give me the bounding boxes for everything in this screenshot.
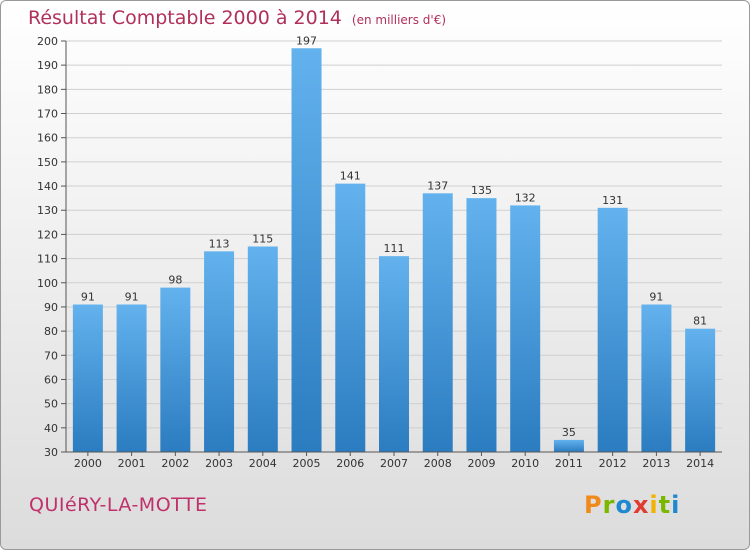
x-tick-label: 2002 [161, 457, 189, 470]
y-tick-label: 150 [37, 156, 58, 169]
bar [685, 328, 716, 452]
bar-value-label: 91 [81, 291, 95, 304]
x-tick-label: 2013 [642, 457, 670, 470]
x-tick-label: 2000 [74, 457, 102, 470]
bar-value-label: 91 [125, 291, 139, 304]
bar [160, 287, 191, 452]
bar-value-label: 135 [471, 184, 492, 197]
bar [466, 198, 497, 452]
bar [72, 304, 103, 452]
y-tick-label: 170 [37, 108, 58, 121]
bar-value-label: 137 [427, 179, 448, 192]
x-tick-label: 2006 [336, 457, 364, 470]
bar [641, 304, 672, 452]
x-tick-label: 2014 [686, 457, 714, 470]
bar [291, 48, 322, 453]
x-tick-label: 2010 [511, 457, 539, 470]
bar [553, 439, 584, 452]
bar-value-label: 141 [340, 170, 361, 183]
y-tick-label: 110 [37, 253, 58, 266]
y-tick-label: 120 [37, 228, 58, 241]
x-tick-label: 2003 [205, 457, 233, 470]
bar [335, 183, 366, 452]
bar-value-label: 91 [649, 291, 663, 304]
x-tick-label: 2007 [380, 457, 408, 470]
y-tick-label: 130 [37, 204, 58, 217]
y-tick-label: 70 [44, 349, 58, 362]
bar-value-label: 113 [209, 237, 230, 250]
bar-value-label: 131 [602, 194, 623, 207]
y-tick-label: 90 [44, 301, 58, 314]
bar-value-label: 115 [252, 233, 273, 246]
bars: 91 91 98 113 115 197 141 111 137 135 132 35 131 91 81 [72, 34, 716, 453]
bar-value-label: 132 [515, 191, 536, 204]
y-tick-label: 160 [37, 132, 58, 145]
bar [204, 251, 235, 452]
y-tick-label: 40 [44, 422, 58, 435]
x-tick-label: 2004 [249, 457, 277, 470]
x-tick-label: 2012 [599, 457, 627, 470]
y-tick-label: 190 [37, 59, 58, 72]
title-text: Résultat Comptable 2000 à 2014 [28, 7, 342, 29]
y-tick-label: 100 [37, 277, 58, 290]
bar-value-label: 111 [384, 242, 405, 255]
bar [597, 207, 628, 452]
x-tick-label: 2011 [555, 457, 583, 470]
bar [422, 193, 453, 452]
y-tick-label: 200 [37, 35, 58, 48]
bar-value-label: 35 [562, 426, 576, 439]
y-tick-label: 50 [44, 398, 58, 411]
bar-value-label: 98 [168, 274, 182, 287]
y-tick-label: 140 [37, 180, 58, 193]
proxiti-logo[interactable]: Proxiti [584, 491, 681, 519]
chart-title: Résultat Comptable 2000 à 2014 (en millie… [28, 7, 446, 29]
y-tick-label: 60 [44, 373, 58, 386]
x-tick-label: 2001 [118, 457, 146, 470]
bar [116, 304, 147, 452]
y-tick-label: 30 [44, 446, 58, 459]
x-tick-label: 2008 [424, 457, 452, 470]
y-tick-label: 180 [37, 83, 58, 96]
x-tick-label: 2005 [293, 457, 321, 470]
axes: 30 40 50 60 70 80 90 100 110 120 130 140 150 160 170 18… [37, 35, 722, 470]
bar-value-label: 81 [693, 315, 707, 328]
bar [510, 205, 541, 452]
bar [379, 256, 409, 452]
title-unit: (en milliers d'€) [351, 13, 447, 27]
y-tick-label: 80 [44, 325, 58, 338]
bar [247, 246, 278, 452]
x-tick-label: 2009 [467, 457, 495, 470]
bar-value-label: 197 [296, 34, 317, 47]
commune-name: QUIéRY-LA-MOTTE [29, 494, 208, 516]
